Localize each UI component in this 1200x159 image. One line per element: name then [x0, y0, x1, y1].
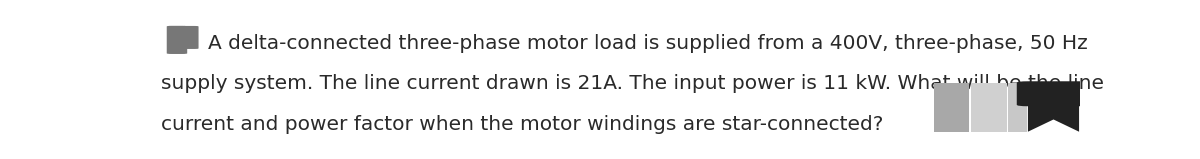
FancyBboxPatch shape: [167, 26, 187, 54]
FancyBboxPatch shape: [1016, 81, 1091, 106]
Polygon shape: [1028, 83, 1079, 132]
Bar: [1008, 83, 1027, 132]
Text: A delta-connected three-phase motor load is supplied from a 400V, three-phase, 5: A delta-connected three-phase motor load…: [208, 34, 1087, 53]
Text: supply system. The line current drawn is 21A. The input power is 11 kW. What wil: supply system. The line current drawn is…: [161, 74, 1104, 93]
FancyBboxPatch shape: [181, 26, 198, 49]
Text: current and power factor when the motor windings are star-connected?: current and power factor when the motor …: [161, 115, 883, 134]
Bar: [934, 83, 970, 132]
Bar: [971, 83, 1007, 132]
